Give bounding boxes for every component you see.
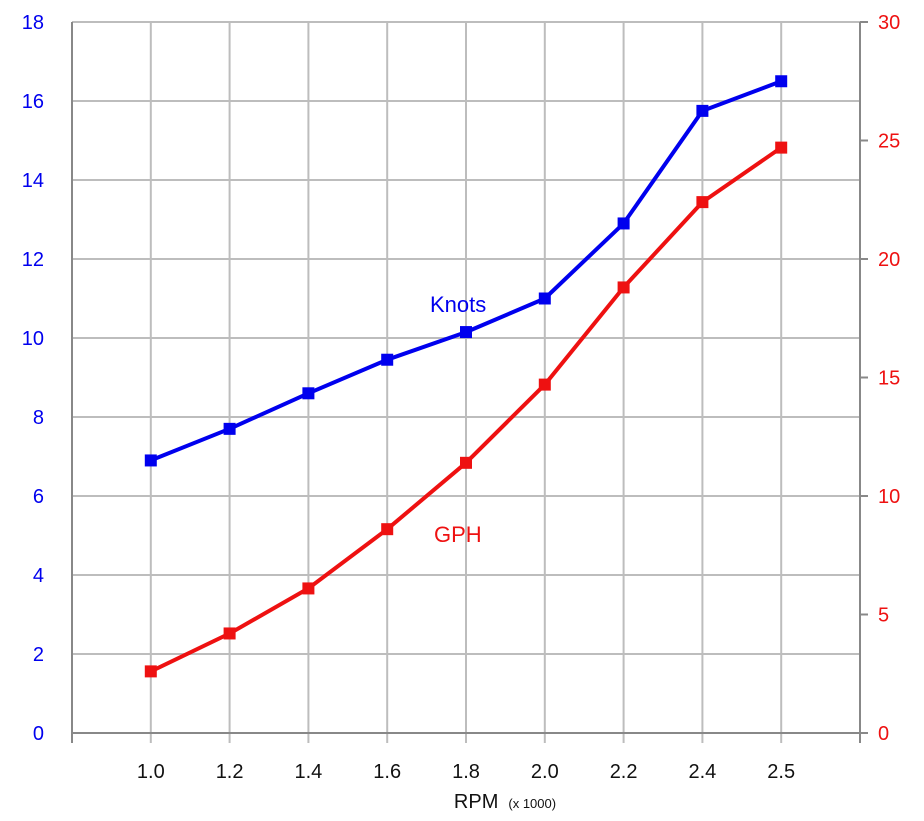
x-tick-label: 2.4 bbox=[688, 761, 716, 783]
x-axis-unit: (x 1000) bbox=[508, 796, 556, 811]
x-axis-label: RPM bbox=[454, 791, 498, 813]
series-layer bbox=[144, 75, 788, 678]
left-tick-label: 8 bbox=[33, 407, 44, 429]
data-point-knots bbox=[775, 75, 788, 88]
data-point-gph bbox=[460, 456, 472, 469]
left-tick-label: 12 bbox=[22, 249, 44, 271]
data-point-gph bbox=[302, 582, 315, 595]
right-tick-label: 25 bbox=[878, 131, 900, 153]
left-tick-label: 10 bbox=[22, 328, 44, 350]
right-tick-label: 30 bbox=[878, 12, 900, 34]
data-point-gph bbox=[775, 141, 788, 154]
left-tick-label: 2 bbox=[33, 644, 44, 666]
data-point-knots bbox=[617, 217, 630, 230]
right-tick-label: 0 bbox=[878, 723, 889, 745]
left-tick-label: 14 bbox=[22, 170, 44, 192]
x-tick-label: 1.0 bbox=[137, 761, 165, 783]
axes bbox=[71, 21, 868, 743]
data-point-knots bbox=[696, 104, 709, 117]
x-tick-label: 2.2 bbox=[610, 761, 638, 783]
right-tick-label: 5 bbox=[878, 605, 889, 627]
left-tick-label: 4 bbox=[33, 565, 44, 587]
data-point-gph bbox=[617, 281, 630, 294]
x-tick-label: 1.4 bbox=[294, 761, 322, 783]
left-tick-label: 0 bbox=[33, 723, 44, 745]
data-point-gph bbox=[538, 378, 551, 391]
series-label-gph: GPH bbox=[434, 522, 482, 547]
x-axis-title: RPM (x 1000) bbox=[454, 791, 556, 813]
data-point-gph bbox=[381, 523, 394, 536]
x-tick-label: 1.8 bbox=[452, 761, 480, 783]
data-point-knots bbox=[381, 353, 394, 366]
data-point-knots bbox=[144, 454, 157, 467]
series-label-knots: Knots bbox=[430, 292, 486, 317]
x-tick-label: 1.6 bbox=[373, 761, 401, 783]
data-point-gph bbox=[144, 665, 157, 678]
data-point-knots bbox=[223, 422, 236, 435]
x-tick-label: 2.0 bbox=[531, 761, 559, 783]
x-tick-label: 1.2 bbox=[216, 761, 244, 783]
right-tick-label: 20 bbox=[878, 249, 900, 271]
right-tick-label: 15 bbox=[878, 368, 900, 390]
left-tick-label: 18 bbox=[22, 12, 44, 34]
data-point-gph bbox=[223, 627, 236, 640]
right-tick-label: 10 bbox=[878, 486, 900, 508]
x-tick-label: 2.5 bbox=[767, 761, 795, 783]
right-axis-tick-labels: 0 5 10 15 20 25 30 bbox=[878, 12, 900, 745]
data-point-knots bbox=[538, 292, 551, 305]
data-point-knots bbox=[302, 387, 315, 400]
left-axis-tick-labels: 0 2 4 6 8 10 12 14 16 18 bbox=[22, 12, 44, 745]
data-point-gph bbox=[696, 196, 709, 209]
left-tick-label: 16 bbox=[22, 91, 44, 113]
x-axis-tick-labels: 1.0 1.2 1.4 1.6 1.8 2.0 2.2 2.4 2.5 bbox=[137, 761, 795, 783]
data-point-knots bbox=[460, 326, 472, 339]
left-tick-label: 6 bbox=[33, 486, 44, 508]
